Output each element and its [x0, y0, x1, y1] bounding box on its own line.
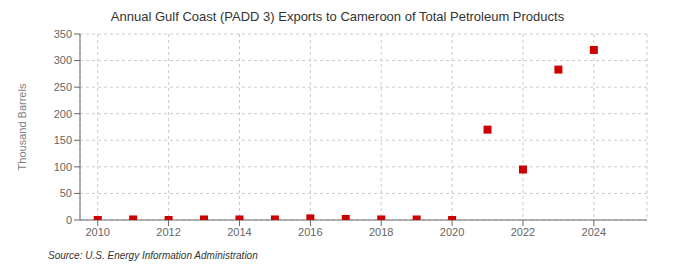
svg-text:2012: 2012: [156, 226, 180, 238]
svg-text:2010: 2010: [85, 226, 109, 238]
svg-text:100: 100: [54, 161, 72, 173]
html-text:Source: U.S. Energy Informatio: Source: U.S. Energy Information Administ…: [48, 250, 258, 261]
svg-text:2016: 2016: [298, 226, 322, 238]
svg-text:2014: 2014: [227, 226, 251, 238]
svg-text:200: 200: [54, 108, 72, 120]
svg-text:2024: 2024: [582, 226, 606, 238]
svg-text:2022: 2022: [511, 226, 535, 238]
svg-text:150: 150: [54, 134, 72, 146]
svg-text:50: 50: [60, 187, 72, 199]
svg-text:350: 350: [54, 28, 72, 40]
html-text:Annual Gulf Coast (PADD 3) Exp: Annual Gulf Coast (PADD 3) Exports to Ca…: [110, 9, 565, 24]
svg-text:2020: 2020: [440, 226, 464, 238]
svg-text:300: 300: [54, 54, 72, 66]
svg-text:250: 250: [54, 81, 72, 93]
svg-text:0: 0: [66, 214, 72, 226]
svg-text:2018: 2018: [369, 226, 393, 238]
svg-text:Thousand Barrels: Thousand Barrels: [16, 83, 28, 170]
